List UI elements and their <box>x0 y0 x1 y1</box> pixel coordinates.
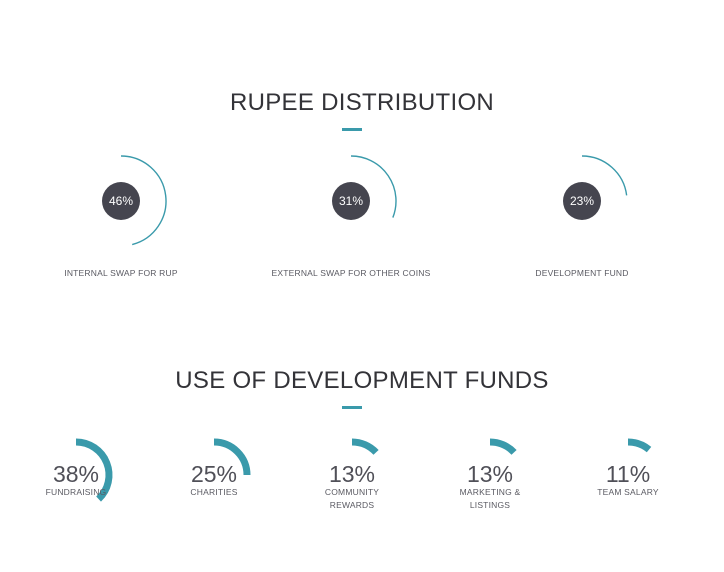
fund-arc-svg <box>351 438 379 455</box>
fund-arc <box>213 438 251 476</box>
fund-arc-svg <box>75 438 113 502</box>
fund-item: 13% MARKETING & LISTINGS <box>420 430 560 570</box>
fund-label-line: CHARITIES <box>190 487 238 497</box>
fund-label-line: TEAM SALARY <box>597 487 659 497</box>
fund-label: MARKETING & LISTINGS <box>420 486 560 512</box>
fund-label-line: REWARDS <box>329 500 375 510</box>
fund-label-line: LISTINGS <box>469 500 511 510</box>
fund-percent: 11% <box>605 461 651 487</box>
fund-percent: 38% <box>52 461 100 487</box>
distribution-arc <box>120 155 167 246</box>
distribution-percent-badge: 23% <box>563 182 601 220</box>
distribution-title-underline <box>342 128 362 131</box>
distribution-item: 46% INTERNAL SWAP FOR RUP <box>11 141 231 281</box>
fund-item: 11% TEAM SALARY <box>558 430 698 570</box>
distribution-label: EXTERNAL SWAP FOR OTHER COINS <box>271 268 431 278</box>
distribution-title: RUPEE DISTRIBUTION <box>229 89 495 116</box>
fund-percent: 25% <box>190 461 238 487</box>
distribution-percent-badge: 31% <box>332 182 370 220</box>
fund-arc-svg <box>213 438 251 476</box>
fund-label: FUNDRAISING <box>6 486 146 499</box>
fund-label: COMMUNITY REWARDS <box>282 486 422 512</box>
distribution-arc <box>581 155 628 196</box>
funds-title-underline <box>342 406 362 409</box>
fund-arc <box>351 438 379 455</box>
distribution-arc-svg <box>581 155 628 196</box>
fund-item: 25% CHARITIES <box>144 430 284 570</box>
distribution-label: DEVELOPMENT FUND <box>535 268 629 278</box>
distribution-item: 23% DEVELOPMENT FUND <box>472 141 692 281</box>
distribution-arc <box>350 155 397 218</box>
fund-percent: 13% <box>328 461 376 487</box>
distribution-label: INTERNAL SWAP FOR RUP <box>64 268 178 278</box>
fund-arc-svg <box>627 438 652 453</box>
fund-label-line: FUNDRAISING <box>45 487 107 497</box>
distribution-item: 31% EXTERNAL SWAP FOR OTHER COINS <box>241 141 461 281</box>
fund-item: 38% FUNDRAISING <box>6 430 146 570</box>
fund-arc-svg <box>489 438 517 455</box>
fund-label-line: COMMUNITY <box>324 487 380 497</box>
fund-item: 13% COMMUNITY REWARDS <box>282 430 422 570</box>
fund-arc <box>75 438 113 502</box>
fund-arc <box>489 438 517 455</box>
fund-percent: 13% <box>466 461 514 487</box>
distribution-arc-svg <box>350 155 397 218</box>
fund-arc <box>627 438 652 453</box>
funds-title: USE OF DEVELOPMENT FUNDS <box>175 367 549 394</box>
distribution-arc-svg <box>120 155 167 246</box>
distribution-percent-badge: 46% <box>102 182 140 220</box>
fund-label-line: MARKETING & <box>459 487 521 497</box>
fund-label: CHARITIES <box>144 486 284 499</box>
fund-label: TEAM SALARY <box>558 486 698 499</box>
